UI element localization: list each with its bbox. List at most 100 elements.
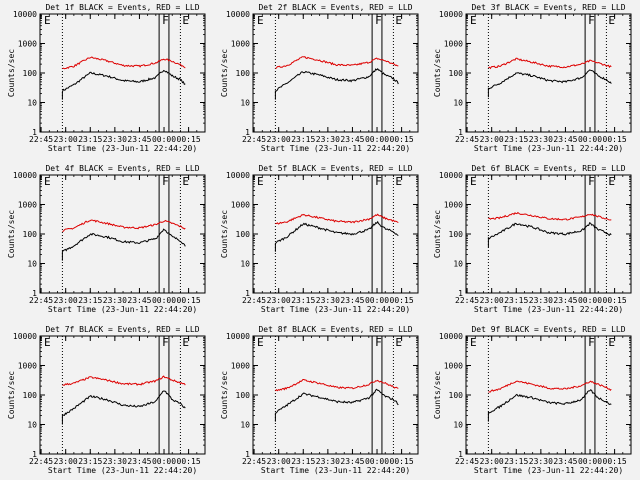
flag-label-E: E <box>182 14 189 27</box>
detector-panel-5: Det 5f BLACK = Events, RED = LLD 1 10 100 10… <box>220 164 419 314</box>
y-tick-label: 10000 <box>13 10 37 19</box>
y-tick-label: 1 <box>32 450 37 459</box>
flag-label-E: E <box>395 175 402 188</box>
lld-series-line <box>488 211 612 221</box>
x-tick-label: 23:45 <box>340 135 364 144</box>
x-tick-label: 00:15 <box>177 135 201 144</box>
flag-label-E: E <box>470 175 477 188</box>
y-tick-label: 100 <box>23 391 38 400</box>
y-tick-label: 100 <box>236 391 251 400</box>
x-tick-label: 23:00 <box>267 296 291 305</box>
y-tick-label: 100 <box>23 69 38 78</box>
x-tick-label: 00:15 <box>390 135 414 144</box>
y-tick-label: 1000 <box>18 201 37 210</box>
panel-title: Det 5f BLACK = Events, RED = LLD <box>258 164 412 173</box>
x-tick-label: 00:00 <box>365 296 389 305</box>
detector-panel-6: Det 6f BLACK = Events, RED = LLD 1 10 100 10… <box>433 164 632 314</box>
y-tick-label: 1000 <box>444 362 463 371</box>
flag-label-E: E <box>257 336 264 349</box>
x-tick-label: 23:15 <box>504 296 528 305</box>
lld-series-line <box>488 57 612 70</box>
x-tick-label: 22:45 <box>242 296 266 305</box>
flag-label-E: E <box>470 14 477 27</box>
x-tick-label: 23:00 <box>54 296 78 305</box>
x-tick-label: 00:00 <box>152 135 176 144</box>
x-tick-label: 23:45 <box>127 457 151 466</box>
y-tick-label: 1000 <box>18 40 37 49</box>
y-axis-label: Counts/sec <box>220 49 229 97</box>
panel-title: Det 2f BLACK = Events, RED = LLD <box>258 3 412 12</box>
x-tick-label: 23:00 <box>54 457 78 466</box>
y-tick-label: 10000 <box>13 171 37 180</box>
x-tick-label: 00:00 <box>365 457 389 466</box>
x-tick-label: 23:45 <box>553 296 577 305</box>
flag-label-E: E <box>608 336 615 349</box>
panel-title: Det 8f BLACK = Events, RED = LLD <box>258 325 412 334</box>
detector-panel-1: Det 1f BLACK = Events, RED = LLD 1 10 100 10… <box>7 3 206 153</box>
y-tick-label: 10 <box>240 260 250 269</box>
x-axis-label: Start Time (23-Jun-11 22:44:20) <box>474 305 623 314</box>
y-tick-label: 1000 <box>231 40 250 49</box>
x-axis-label: Start Time (23-Jun-11 22:44:20) <box>261 144 410 153</box>
y-tick-label: 1 <box>458 128 463 137</box>
y-axis-label: Counts/sec <box>220 210 229 258</box>
y-tick-label: 1 <box>458 289 463 298</box>
lld-series-line <box>62 219 186 232</box>
plot-frame <box>465 13 632 133</box>
y-tick-label: 100 <box>449 69 464 78</box>
y-tick-label: 10 <box>27 99 37 108</box>
y-axis-label: Counts/sec <box>220 371 229 419</box>
flag-label-E: E <box>44 175 51 188</box>
plot-frame <box>252 13 419 133</box>
y-tick-label: 1000 <box>231 362 250 371</box>
flag-label-E: E <box>257 14 264 27</box>
flag-label-F: F <box>375 336 382 349</box>
flag-label-F: F <box>588 175 595 188</box>
x-tick-label: 23:00 <box>480 457 504 466</box>
x-tick-label: 23:15 <box>504 135 528 144</box>
y-tick-label: 10 <box>453 260 463 269</box>
y-tick-label: 100 <box>449 391 464 400</box>
x-tick-label: 00:00 <box>365 135 389 144</box>
y-tick-label: 10 <box>453 421 463 430</box>
detector-panel-2: Det 2f BLACK = Events, RED = LLD 1 10 100 10… <box>220 3 419 153</box>
x-tick-label: 00:00 <box>152 296 176 305</box>
y-tick-label: 100 <box>236 69 251 78</box>
x-axis-label: Start Time (23-Jun-11 22:44:20) <box>48 466 197 475</box>
flag-label-F: F <box>588 336 595 349</box>
x-tick-label: 23:00 <box>267 135 291 144</box>
x-tick-label: 23:30 <box>103 296 127 305</box>
y-tick-label: 10 <box>240 99 250 108</box>
events-series-line <box>61 69 186 100</box>
plot-frame <box>39 335 206 455</box>
flag-label-F: F <box>162 175 169 188</box>
detector-panel-9: Det 9f BLACK = Events, RED = LLD 1 10 100 10… <box>433 325 632 475</box>
x-tick-label: 00:00 <box>152 457 176 466</box>
flag-label-F: F <box>162 336 169 349</box>
y-tick-label: 10000 <box>226 10 250 19</box>
y-tick-label: 1000 <box>18 362 37 371</box>
y-tick-label: 100 <box>23 230 38 239</box>
x-axis-label: Start Time (23-Jun-11 22:44:20) <box>48 305 197 314</box>
y-tick-label: 10 <box>240 421 250 430</box>
y-axis-label: Counts/sec <box>7 49 16 97</box>
x-tick-label: 00:00 <box>578 296 602 305</box>
x-tick-label: 00:15 <box>603 296 627 305</box>
y-tick-label: 1 <box>32 289 37 298</box>
flag-label-F: F <box>588 14 595 27</box>
x-tick-label: 23:45 <box>553 457 577 466</box>
flag-label-F: F <box>375 14 382 27</box>
x-tick-label: 23:00 <box>480 135 504 144</box>
x-tick-label: 23:30 <box>103 135 127 144</box>
x-tick-label: 00:15 <box>390 457 414 466</box>
x-tick-label: 23:45 <box>127 135 151 144</box>
y-tick-label: 10000 <box>226 332 250 341</box>
y-tick-label: 10000 <box>439 332 463 341</box>
y-tick-label: 100 <box>449 230 464 239</box>
x-tick-label: 23:45 <box>553 135 577 144</box>
flag-label-E: E <box>395 14 402 27</box>
y-tick-label: 1 <box>245 450 250 459</box>
y-tick-label: 1000 <box>444 201 463 210</box>
events-series-line <box>274 388 399 422</box>
events-series-line <box>274 68 399 100</box>
